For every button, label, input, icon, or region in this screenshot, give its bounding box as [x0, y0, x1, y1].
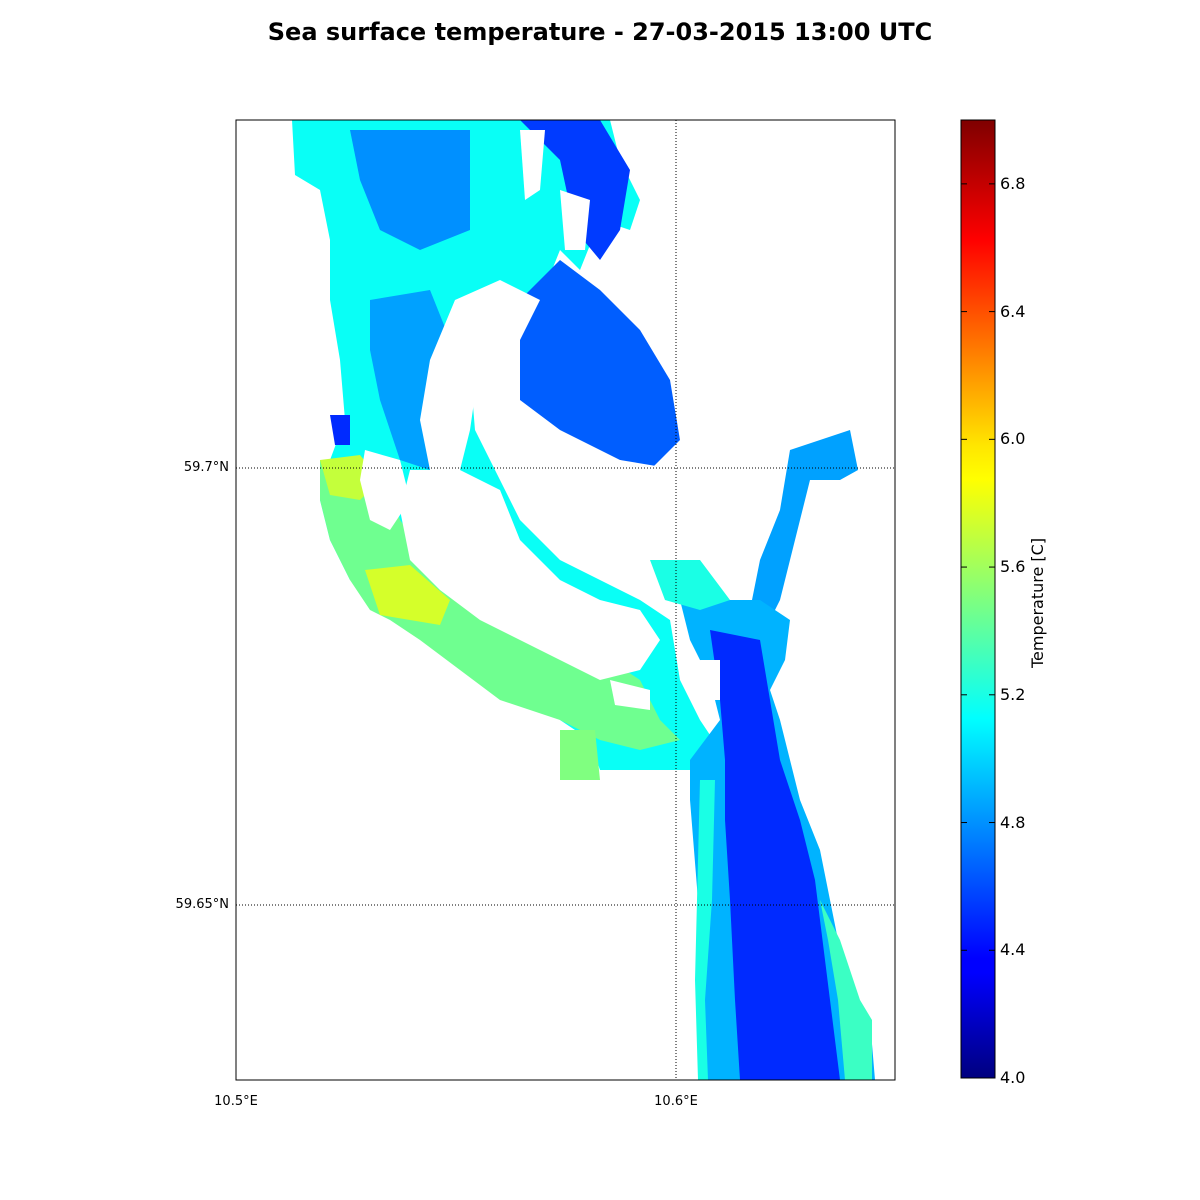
land-region — [700, 660, 720, 700]
lat-label-59.65: 59.65°N — [175, 897, 229, 912]
land-region — [610, 680, 650, 710]
colorbar-tick-label: 5.2 — [1000, 684, 1026, 704]
map-title: Sea surface temperature - 27-03-2015 13:… — [267, 18, 933, 46]
colorbar-title: Temperature [C] — [1028, 537, 1047, 668]
land-region — [620, 460, 690, 560]
water-region — [520, 260, 680, 470]
colorbar-tick-label: 6.8 — [1000, 173, 1026, 193]
water-region — [320, 460, 680, 750]
water-region — [650, 560, 730, 610]
land-region — [360, 450, 410, 530]
lon-label-10.6: 10.6°E — [654, 1094, 698, 1109]
water-region — [520, 120, 630, 260]
colorbar-tick-label: 6.0 — [1000, 429, 1026, 449]
land-region — [420, 280, 540, 470]
colorbar-tick-label: 5.6 — [1000, 557, 1026, 577]
water-region — [695, 780, 715, 1080]
colorbar-tick-label: 4.8 — [1000, 812, 1026, 832]
water-region — [710, 630, 840, 1080]
water-region — [820, 900, 872, 1080]
colorbar — [960, 119, 996, 1079]
lon-label-10.5: 10.5°E — [214, 1094, 258, 1109]
water-region — [560, 730, 600, 780]
water-region — [350, 130, 470, 250]
land-region — [520, 130, 545, 200]
water-region — [330, 415, 350, 445]
sst-field — [292, 120, 875, 1080]
land-region — [560, 190, 590, 250]
colorbar-ticks — [961, 183, 995, 1079]
water-region — [365, 565, 450, 625]
lat-label-59.7: 59.7°N — [183, 460, 229, 475]
colorbar-tick-label: 4.0 — [1000, 1068, 1026, 1087]
land-region — [400, 470, 660, 680]
colorbar-tick-label: 6.4 — [1000, 301, 1026, 321]
colorbar-tick-label: 4.4 — [1000, 940, 1026, 960]
map-frame — [235, 119, 896, 1081]
graticule — [236, 120, 895, 1080]
water-region — [750, 430, 858, 620]
